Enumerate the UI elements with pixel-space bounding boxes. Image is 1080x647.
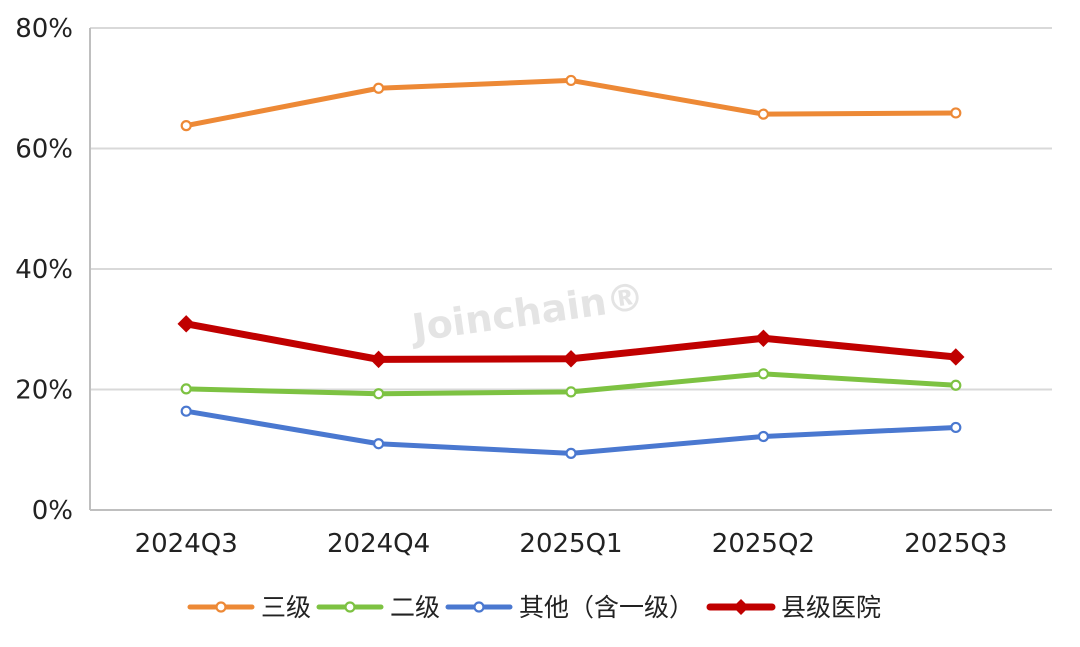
legend-marker (215, 601, 227, 613)
series-line (183, 77, 959, 129)
watermark-text: Joinchain® (406, 274, 646, 351)
data-point (757, 108, 770, 120)
data-point (562, 350, 580, 368)
x-axis-ticks: 2024Q3 2024Q4 2025Q1 2025Q2 2025Q3 (135, 529, 1008, 559)
axes (89, 28, 1052, 511)
x-tick-label: 2025Q3 (904, 529, 1007, 559)
data-point (373, 388, 385, 400)
legend-marker (473, 601, 485, 613)
data-point (373, 438, 385, 450)
y-tick-label: 60% (15, 135, 73, 165)
x-tick-label: 2024Q4 (327, 529, 430, 559)
data-point (754, 329, 773, 347)
data-point (757, 430, 770, 443)
series-line (183, 408, 959, 456)
data-point (180, 383, 192, 395)
legend-marker (733, 599, 749, 615)
data-point (950, 379, 962, 391)
data-point (565, 386, 577, 398)
data-point (950, 107, 962, 119)
y-tick-label: 80% (15, 14, 73, 44)
y-tick-label: 20% (15, 376, 73, 406)
data-point (180, 405, 192, 417)
data-point (373, 82, 385, 94)
legend-marker (344, 601, 356, 613)
data-point (947, 348, 965, 366)
y-axis-ticks: 0% 20% 40% 60% 80% (15, 14, 73, 526)
data-point (177, 315, 195, 333)
legend-label: 二级 (390, 593, 440, 622)
legend: 三级 二级 其他（含一级） 县级医院 (187, 593, 881, 622)
legend-label: 县级医院 (781, 593, 881, 622)
data-point (369, 350, 388, 369)
data-point (180, 120, 192, 132)
legend-label: 其他（含一级） (519, 593, 694, 622)
data-point (950, 421, 962, 434)
series-lines (177, 74, 965, 459)
x-tick-label: 2025Q1 (519, 529, 622, 559)
data-point (565, 447, 577, 459)
data-point (757, 368, 770, 380)
legend-label: 三级 (261, 593, 311, 622)
x-tick-label: 2025Q2 (712, 529, 815, 559)
data-point (565, 74, 577, 87)
y-tick-label: 40% (15, 255, 73, 285)
y-tick-label: 0% (32, 496, 73, 526)
x-tick-label: 2024Q3 (135, 529, 238, 559)
